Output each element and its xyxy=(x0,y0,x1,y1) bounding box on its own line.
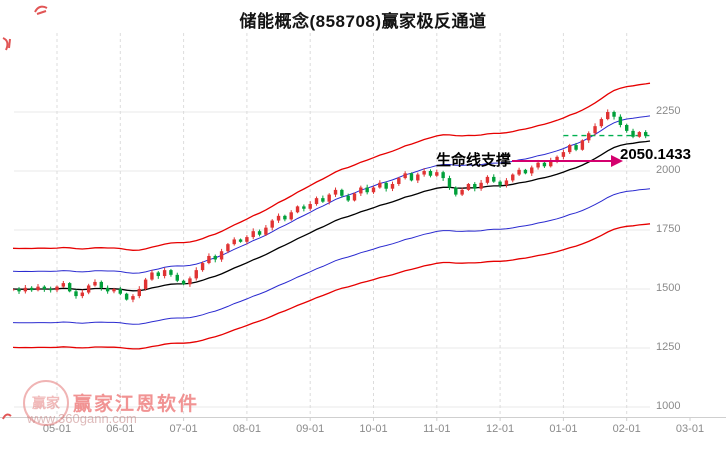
y-axis-label: 1750 xyxy=(656,223,681,235)
channel-inner-lower-blue xyxy=(13,188,651,325)
candlestick-series xyxy=(13,109,648,303)
lifeline-support-label: 生命线支撑 xyxy=(436,152,512,169)
x-axis-label: 12-01 xyxy=(486,423,515,435)
lifeline-price-value: 2050.1433 xyxy=(620,146,691,163)
x-axis-label: 11-01 xyxy=(423,423,451,435)
x-axis-label: 06-01 xyxy=(106,423,135,435)
x-axis-label: 10-01 xyxy=(359,423,388,435)
x-axis-label: 08-01 xyxy=(232,423,261,435)
x-axis-label: 01-01 xyxy=(549,423,578,435)
y-axis-label: 1500 xyxy=(656,282,681,294)
red-stamp-mark xyxy=(1,409,13,427)
y-axis-label: 1000 xyxy=(656,400,681,412)
y-axis-label: 2250 xyxy=(656,105,681,117)
red-stamp-mark xyxy=(33,2,49,20)
lifeline-arrow-icon xyxy=(508,153,624,174)
y-axis-label: 2000 xyxy=(656,164,681,176)
x-axis-label: 02-01 xyxy=(612,423,641,435)
channel-inner-upper-blue xyxy=(13,115,651,274)
channel-lines xyxy=(13,82,651,350)
channel-outer-lower-red xyxy=(13,223,651,350)
x-axis-label: 05-01 xyxy=(42,423,72,435)
chart-title: 储能概念(858708)赢家极反通道 xyxy=(239,12,487,31)
x-axis-label: 03-01 xyxy=(675,423,705,435)
red-stamp-mark xyxy=(1,36,13,57)
channel-outer-upper-red xyxy=(13,82,651,251)
x-axis-label: 09-01 xyxy=(296,423,325,435)
x-axis-label: 07-01 xyxy=(169,423,198,435)
y-axis-label: 1250 xyxy=(656,341,681,353)
grid xyxy=(0,33,726,421)
